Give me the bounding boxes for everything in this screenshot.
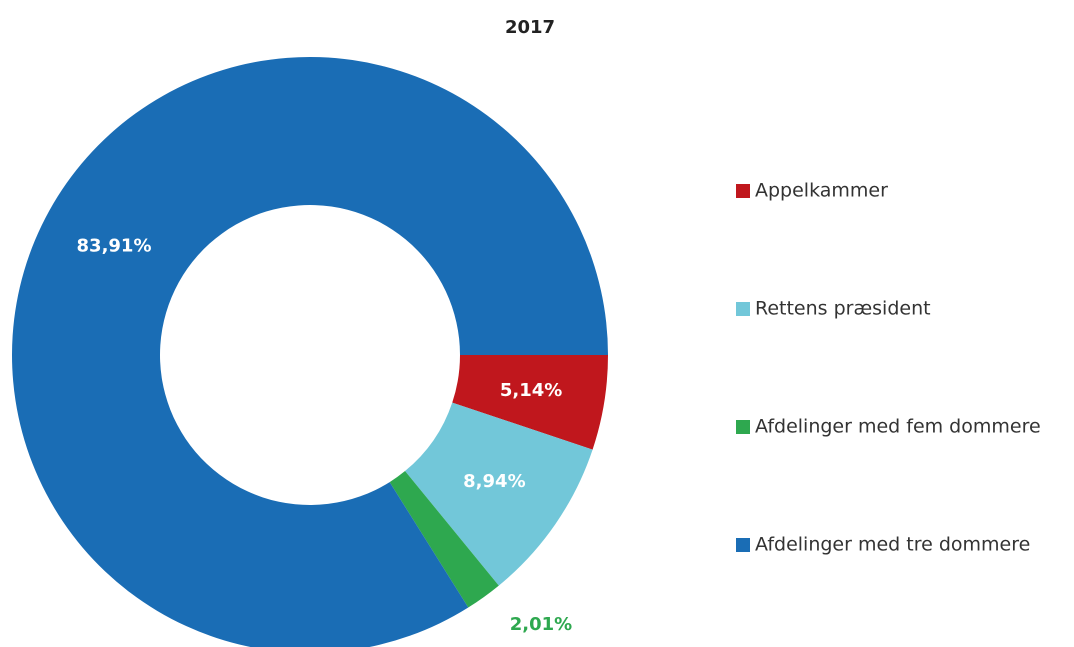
legend-label: Afdelinger med fem dommere [755, 416, 1041, 438]
legend-swatch [736, 302, 750, 316]
donut-slice [405, 402, 593, 586]
legend-swatch [736, 184, 750, 198]
legend-swatch [736, 420, 750, 434]
value-label: 8,94% [463, 471, 525, 492]
donut-slice [12, 57, 608, 647]
donut-slice [389, 471, 499, 608]
legend-swatch [736, 538, 750, 552]
value-label: 2,01% [510, 614, 572, 635]
legend-label: Afdelinger med tre dommere [755, 534, 1030, 556]
donut-slice [452, 355, 608, 450]
legend-label: Rettens præsident [755, 298, 931, 320]
value-label: 83,91% [77, 236, 152, 257]
value-label: 5,14% [500, 380, 562, 401]
legend-label: Appelkammer [755, 180, 888, 202]
chart-title: 2017 [505, 17, 555, 38]
